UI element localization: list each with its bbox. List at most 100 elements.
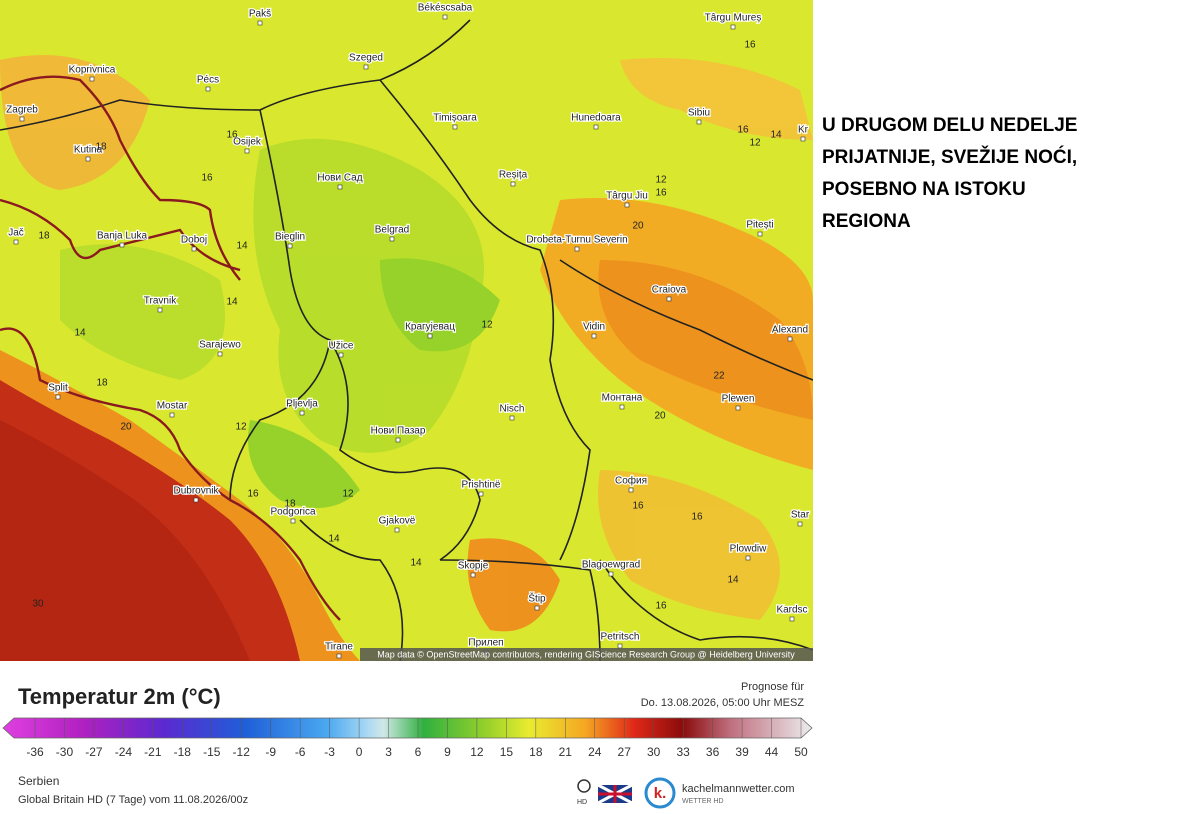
city-label: Kardsc [776,605,807,616]
legend-title: Temperatur 2m (°C) [18,684,221,709]
isotherm-label: 14 [74,328,86,339]
city-label: Petritsch [601,632,640,643]
scale-label: -30 [56,745,74,759]
city-label: Split [48,383,68,394]
isotherm-label: 14 [236,241,248,252]
city-marker [169,412,175,418]
city-marker [797,521,803,527]
isotherm-label: 14 [410,558,422,569]
city-marker [217,351,223,357]
city-label: Banja Luka [97,231,147,242]
city-marker [619,404,625,410]
city-marker [205,86,211,92]
isotherm-label: 12 [481,320,493,331]
city-marker [244,148,250,154]
city-label: Szeged [349,53,383,64]
city-marker [800,136,806,142]
city-label: Mostar [157,401,188,412]
city-label: Vidin [583,322,605,333]
isotherm-label: 14 [727,575,739,586]
isotherm-label: 16 [655,188,667,199]
isotherm-label: 12 [235,422,247,433]
isotherm-label: 16 [691,512,703,523]
scale-label: 12 [470,745,484,759]
scale-label: -15 [203,745,221,759]
scale-label: -36 [26,745,44,759]
city-label: Нови Сад [317,173,362,184]
city-label: Tirane [325,642,353,653]
scale-label: -21 [144,745,162,759]
city-label: Нови Пазар [371,426,426,437]
scale-label: 44 [765,745,779,759]
isotherm-label: 16 [737,125,749,136]
city-label: Kutina [74,145,103,156]
scale-label: -9 [265,745,276,759]
city-label: Târgu Jiu [606,191,648,202]
city-label: Koprivnica [69,65,116,76]
isotherm-label: 18 [95,142,107,153]
city-label: Plowdiw [730,544,767,555]
hd-label: HD [577,799,587,806]
city-marker [157,307,163,313]
scale-label: 39 [735,745,749,759]
city-marker [336,653,342,659]
city-marker [193,497,199,503]
city-label: Belgrad [375,225,409,236]
attribution-box [360,648,813,661]
attribution: Map data © OpenStreetMap contributors, r… [377,649,795,659]
color-scale: -36 -30 -27 -24 -21 -18 -15 -12 -9 -6 -3 0 3 6 9 12 15 18… [26,718,808,759]
city-label: Монтана [602,393,643,404]
isotherm-label: 16 [201,173,213,184]
scale-label: 0 [356,745,363,759]
city-label: Skopje [458,561,489,572]
color-bar [2,717,813,739]
map-labels: Pakš Békéscsaba Târgu Mureș Koprivnica Pécs S… [5,1,811,659]
city-label: Pakš [249,9,271,20]
scale-label: -24 [115,745,133,759]
scale-label: 15 [500,745,514,759]
scale-label: 6 [415,745,422,759]
city-marker [593,124,599,130]
city-marker [470,572,476,578]
city-label: Drobeta-Turnu Severin [526,235,627,246]
isotherm-label: 16 [744,40,756,51]
isotherm-label: 12 [655,175,667,186]
borders [0,19,813,661]
isotherm-label: 18 [96,378,108,389]
region: Serbien [18,774,59,788]
city-label: Jač [8,228,24,239]
city-marker [574,246,580,252]
scale-label: 24 [588,745,602,759]
city-label: Pljevlja [286,399,318,410]
logo-mark [644,777,676,809]
forecast-valid: Do. 13.08.2026, 05:00 Uhr MESZ [641,697,805,709]
logo-subtext: WETTER HD [682,798,724,805]
isotherm-label: 20 [654,411,666,422]
city-marker [338,352,344,358]
isotherm-label: 14 [770,130,782,141]
city-marker [735,405,741,411]
headline: POSEBNO NA ISTOKU [822,179,1026,200]
city-marker [509,415,515,421]
scale-label: 36 [706,745,720,759]
city-marker [363,64,369,70]
city-marker [628,487,634,493]
city-label: Крагујевац [405,322,455,333]
city-label: Osijek [233,137,262,148]
city-label: Прилеп [468,638,503,649]
city-marker [191,246,197,252]
city-label: Blagoewgrad [582,560,640,571]
city-marker [337,184,343,190]
scale-label: 3 [385,745,392,759]
city-marker [478,491,484,497]
isotherm-label: 18 [38,231,50,242]
isotherm-label: 16 [226,130,238,141]
temperature-field [0,55,813,661]
city-marker [257,20,263,26]
scale-label: -6 [295,745,306,759]
headline: U DRUGOM DELU NEDELJE [822,115,1078,136]
city-marker [787,336,793,342]
isotherm-label: 16 [632,501,644,512]
isotherm-label: 18 [284,499,296,510]
